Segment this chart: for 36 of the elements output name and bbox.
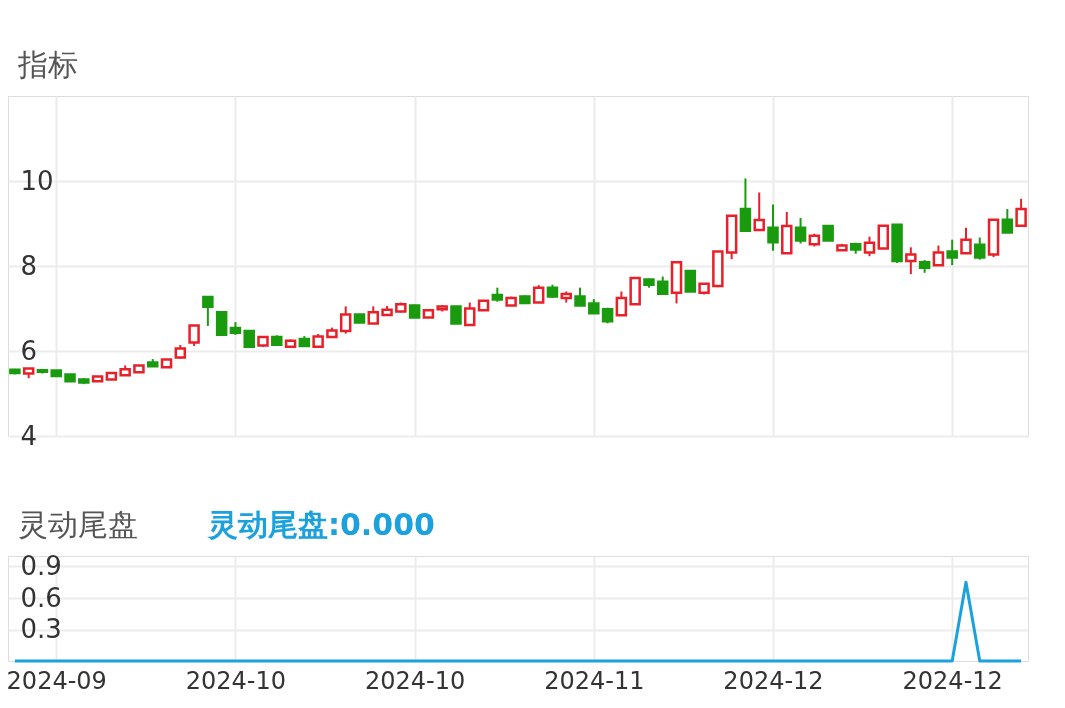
candlestick [215,311,228,337]
y-tick-label: 0.6 [20,582,62,613]
candlestick [794,216,807,245]
text: 灵动尾盘:0.000 [206,507,435,542]
candlestick [615,290,628,317]
y-tick-label: 0.9 [20,551,62,581]
candlestick [960,226,972,255]
y-tick-label: 10 [20,165,54,196]
candlestick [767,203,779,252]
candlestick [739,177,752,233]
candlestick [753,191,765,232]
y-tick-label: 6 [20,335,38,366]
candlestick [574,286,586,307]
candlestick [188,324,200,347]
y-tick-label: 8 [20,250,38,281]
x-tick-label: 2024-12 [902,666,1003,695]
candlestick [339,305,352,335]
y-tick-label: 0.3 [20,614,62,644]
candlestick [946,238,958,267]
candlestick [1001,208,1014,234]
x-tick-label: 2024-12 [723,666,824,695]
x-tick-label: 2024-10 [364,666,466,695]
candlestick [877,224,890,250]
candlestick [202,295,214,327]
candlestick [464,301,476,327]
candlestick [905,246,917,276]
candlestick [684,269,697,293]
chart-title: 灵动尾盘 [18,507,138,542]
candlestick [974,236,986,261]
chart-title: 指标 [17,47,78,82]
x-tick-label: 2024-09 [6,666,107,695]
candlestick [1015,197,1027,228]
x-tick-label: 2024-11 [544,666,645,695]
x-tick-label: 2024-10 [185,666,287,695]
candlestick [863,235,876,258]
y-tick-label: 4 [20,420,38,451]
